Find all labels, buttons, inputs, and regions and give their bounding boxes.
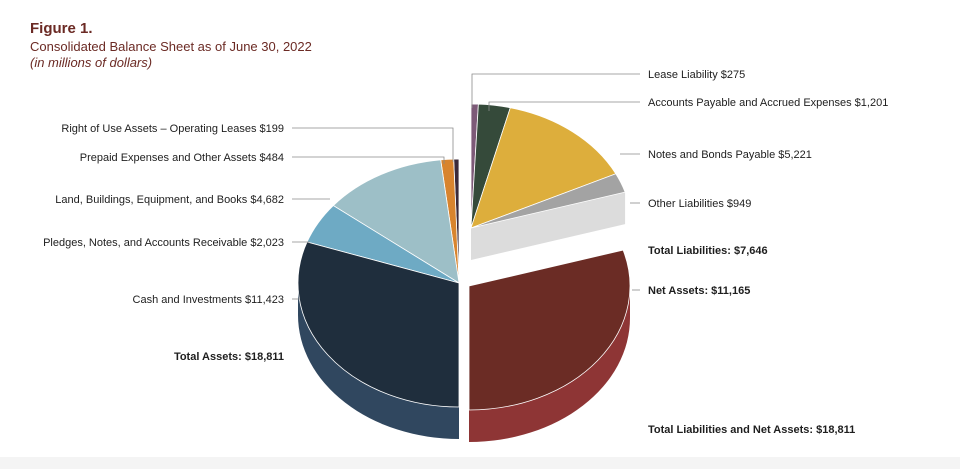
- leader-lines: [292, 73, 640, 300]
- asset-slice-2: [332, 159, 460, 284]
- asset-slice-4: [297, 241, 460, 408]
- liability-leader-0: [471, 73, 640, 108]
- liability-slice-3: [470, 173, 626, 229]
- asset-label-1: Prepaid Expenses and Other Assets $484: [80, 152, 284, 164]
- figure-title: Figure 1.: [30, 20, 93, 37]
- asset-label-2: Land, Buildings, Equipment, and Books $4…: [55, 194, 284, 206]
- assets-side-4: [298, 283, 459, 439]
- asset-label-0: Right of Use Assets – Operating Leases $…: [61, 123, 284, 135]
- slice-labels: Right of Use Assets – Operating Leases $…: [43, 69, 888, 436]
- liability-label-2: Notes and Bonds Payable $5,221: [648, 149, 812, 161]
- asset-leader-0: [292, 127, 454, 162]
- asset-label-3: Pledges, Notes, and Accounts Receivable …: [43, 237, 284, 249]
- liability-label-1: Accounts Payable and Accrued Expenses $1…: [648, 97, 888, 109]
- liability-label-0: Lease Liability $275: [648, 69, 745, 81]
- liability-label-3: Other Liabilities $949: [648, 198, 751, 210]
- liabilities-cut-face: [471, 192, 626, 260]
- asset-leader-1: [292, 156, 445, 164]
- total-assets-label: Total Assets: $18,811: [174, 351, 284, 363]
- pie-layer: [297, 103, 631, 442]
- net-assets-slice: [468, 249, 631, 411]
- figure-subtitle: Consolidated Balance Sheet as of June 30…: [30, 39, 312, 54]
- asset-label-4: Cash and Investments $11,423: [133, 294, 284, 306]
- figure-units: (in millions of dollars): [30, 55, 153, 70]
- liability-leader-1: [488, 101, 640, 111]
- total-liabilities-label: Total Liabilities: $7,646: [648, 245, 768, 257]
- bottom-bar: [0, 457, 960, 469]
- net-assets-side: [469, 286, 630, 442]
- liability-slice-2: [470, 107, 617, 229]
- net-assets-label: Net Assets: $11,165: [648, 285, 750, 297]
- total-liabilities-net-assets-label: Total Liabilities and Net Assets: $18,81…: [648, 424, 855, 436]
